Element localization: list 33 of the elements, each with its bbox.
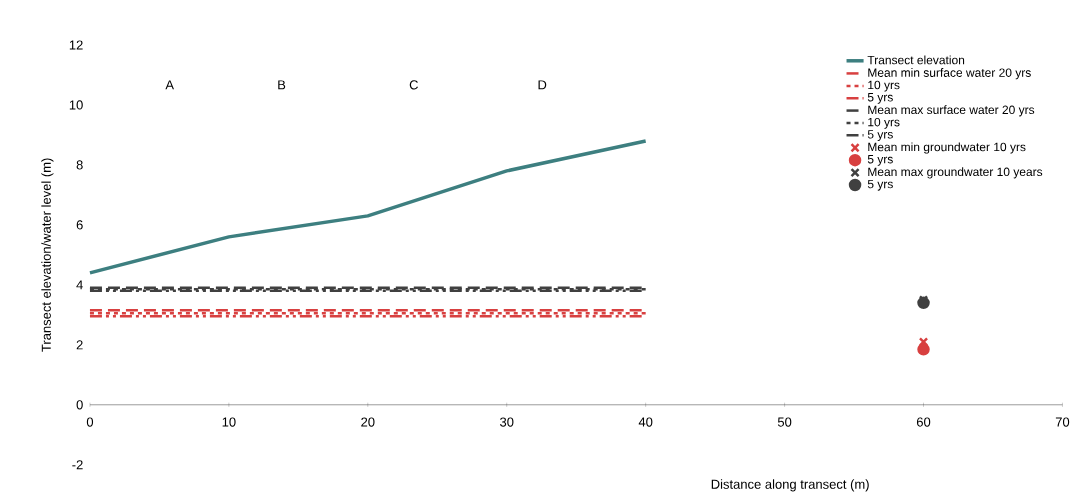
x-tick-label: 10 — [222, 417, 236, 427]
annotation: B — [278, 80, 286, 90]
y-tick-label: 8 — [76, 160, 83, 170]
annotation: A — [165, 80, 174, 90]
x-tick-label: 40 — [638, 417, 653, 427]
y-axis-title: Transect elevation/water level (m) — [41, 158, 54, 352]
legend-label: Mean min surface water 20 yrs — [868, 68, 1031, 80]
x-tick-label: 30 — [500, 417, 514, 427]
y-tick-label: 10 — [69, 100, 83, 110]
x-tick-label: 0 — [86, 417, 94, 427]
legend-label: 5 yrs — [867, 93, 893, 104]
x-tick-label: 60 — [916, 417, 931, 427]
legend-label: 5 yrs — [867, 130, 893, 142]
x-tick-label: 70 — [1055, 417, 1070, 427]
legend-label: Transect elevation — [867, 55, 965, 65]
annotation: C — [409, 80, 418, 90]
y-tick-label: 6 — [76, 220, 83, 230]
annotation: D — [538, 80, 547, 90]
legend-label: Mean max surface water 20 yrs — [868, 105, 1035, 117]
y-tick-label: -2 — [72, 460, 83, 470]
x-tick-label: 20 — [361, 417, 375, 427]
x-axis-title: Distance along transect (m) — [711, 479, 869, 492]
legend-label: Mean max groundwater 10 years — [868, 167, 1043, 179]
y-tick-label: 12 — [69, 40, 83, 50]
y-tick-label: 2 — [76, 340, 83, 350]
legend-label: 10 yrs — [868, 118, 900, 129]
legend-label: 10 yrs — [868, 80, 900, 92]
legend-label: 5 yrs — [867, 155, 893, 166]
y-tick-label: 0 — [76, 400, 83, 410]
legend-label: 5 yrs — [867, 180, 893, 191]
x-tick-label: 50 — [777, 417, 792, 427]
y-tick-label: 4 — [76, 280, 83, 290]
legend-label: Mean min groundwater 10 yrs — [868, 142, 1026, 154]
